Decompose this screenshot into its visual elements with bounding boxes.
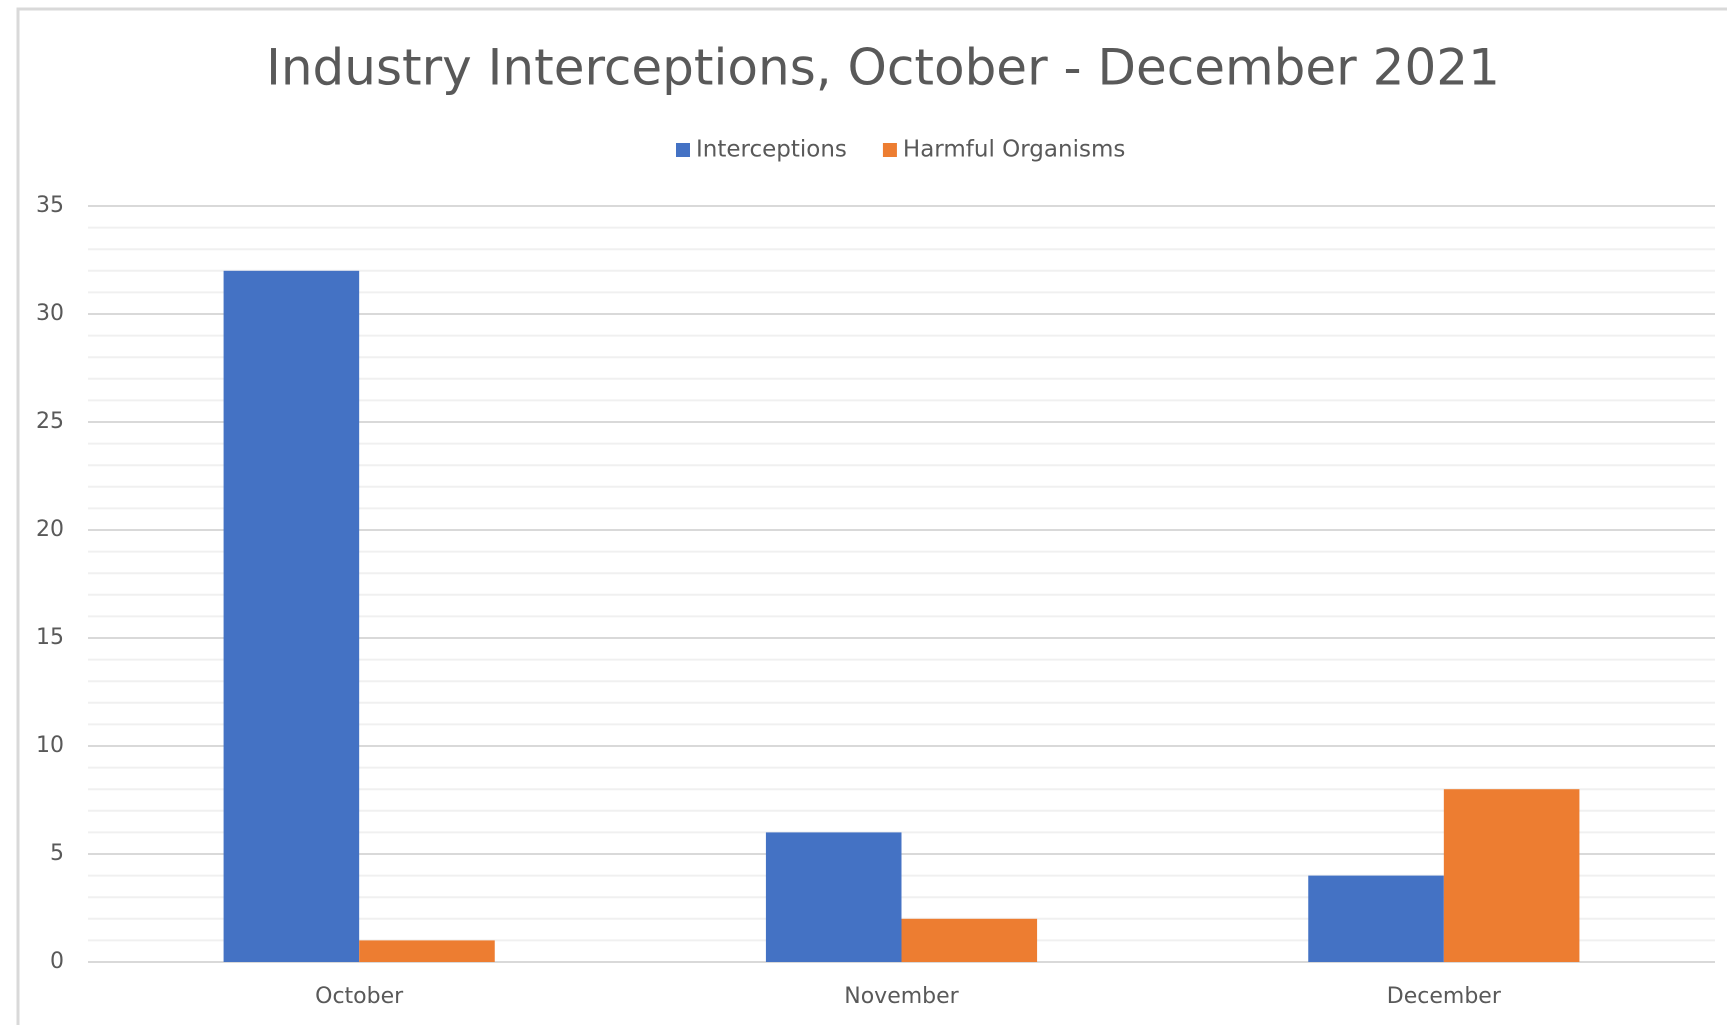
bar <box>1443 789 1580 962</box>
y-tick-label: 30 <box>36 301 64 326</box>
bar <box>359 940 495 962</box>
bar <box>765 832 902 962</box>
x-tick-label: October <box>315 984 404 1009</box>
bar <box>1308 875 1444 962</box>
y-tick-label: 20 <box>36 517 64 542</box>
y-tick-label: 35 <box>36 193 64 218</box>
legend-swatch <box>882 143 897 157</box>
chart-title: Industry Interceptions, October - Decemb… <box>266 39 1500 97</box>
y-tick-label: 25 <box>36 409 64 434</box>
x-tick-label: December <box>1387 984 1502 1009</box>
legend-label: Interceptions <box>696 137 847 163</box>
bar <box>901 918 1038 962</box>
y-tick-label: 5 <box>50 841 64 866</box>
y-tick-label: 15 <box>36 625 64 650</box>
y-tick-label: 0 <box>50 949 64 974</box>
legend-label: Harmful Organisms <box>903 137 1125 163</box>
x-tick-label: November <box>844 984 959 1009</box>
legend-swatch <box>676 143 690 157</box>
chart-frame <box>16 7 1727 1025</box>
bar <box>223 270 360 962</box>
y-tick-label: 10 <box>36 733 64 758</box>
